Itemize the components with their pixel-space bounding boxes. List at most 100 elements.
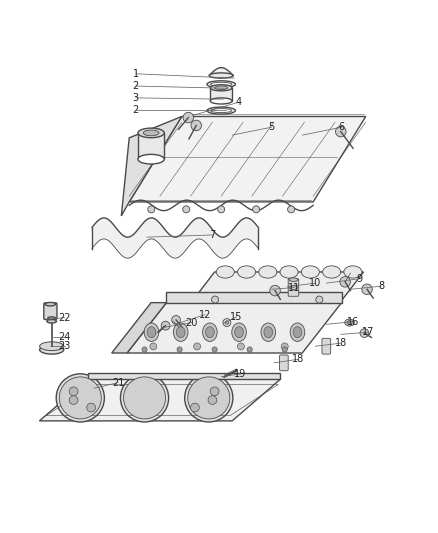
Circle shape <box>194 343 201 350</box>
Polygon shape <box>138 133 164 159</box>
Ellipse shape <box>280 266 298 278</box>
Circle shape <box>247 347 252 352</box>
Circle shape <box>253 206 260 213</box>
Text: 20: 20 <box>186 318 198 328</box>
Circle shape <box>282 347 287 352</box>
Text: 23: 23 <box>59 341 71 351</box>
Ellipse shape <box>289 278 298 281</box>
Ellipse shape <box>176 327 185 338</box>
Text: 18: 18 <box>292 354 304 365</box>
Ellipse shape <box>232 323 246 342</box>
Text: 3: 3 <box>133 93 139 103</box>
Circle shape <box>56 374 104 422</box>
Ellipse shape <box>261 323 276 342</box>
Polygon shape <box>209 68 233 76</box>
Ellipse shape <box>289 286 298 289</box>
Ellipse shape <box>290 323 305 342</box>
Ellipse shape <box>39 342 64 351</box>
Circle shape <box>212 296 219 303</box>
Ellipse shape <box>215 86 228 90</box>
Circle shape <box>148 206 155 213</box>
Text: 9: 9 <box>356 274 362 284</box>
Circle shape <box>225 321 229 324</box>
Circle shape <box>212 347 217 352</box>
Ellipse shape <box>344 266 362 278</box>
Ellipse shape <box>347 320 352 325</box>
Circle shape <box>120 374 169 422</box>
Ellipse shape <box>210 98 232 104</box>
Circle shape <box>336 126 346 137</box>
Text: 10: 10 <box>309 278 321 288</box>
Circle shape <box>185 374 233 422</box>
Ellipse shape <box>322 266 341 278</box>
Ellipse shape <box>202 323 217 342</box>
Ellipse shape <box>138 155 164 164</box>
Circle shape <box>237 343 244 350</box>
Circle shape <box>281 343 288 350</box>
Ellipse shape <box>210 82 232 86</box>
Circle shape <box>340 277 350 287</box>
FancyBboxPatch shape <box>279 355 288 371</box>
Ellipse shape <box>207 107 236 114</box>
Ellipse shape <box>235 327 244 338</box>
Circle shape <box>161 321 170 330</box>
Polygon shape <box>112 303 166 353</box>
Text: 6: 6 <box>339 122 345 132</box>
Text: 8: 8 <box>378 281 384 291</box>
Text: 12: 12 <box>199 310 211 320</box>
Circle shape <box>360 329 369 337</box>
Ellipse shape <box>47 319 57 323</box>
Polygon shape <box>193 272 364 301</box>
Circle shape <box>124 377 166 419</box>
Ellipse shape <box>237 266 255 278</box>
Circle shape <box>69 395 78 405</box>
Polygon shape <box>129 117 366 202</box>
Text: 16: 16 <box>347 317 359 327</box>
FancyBboxPatch shape <box>288 279 299 296</box>
Ellipse shape <box>209 73 233 78</box>
FancyBboxPatch shape <box>44 303 57 319</box>
Circle shape <box>362 284 372 295</box>
Circle shape <box>188 377 230 419</box>
Ellipse shape <box>293 327 302 338</box>
Circle shape <box>208 395 217 405</box>
Text: 2: 2 <box>133 81 139 91</box>
Text: 7: 7 <box>209 230 215 240</box>
Text: 21: 21 <box>112 377 124 387</box>
Text: 2: 2 <box>133 104 139 115</box>
Polygon shape <box>121 117 182 216</box>
Text: 19: 19 <box>234 369 246 379</box>
Circle shape <box>177 347 182 352</box>
Circle shape <box>59 377 101 419</box>
Text: 5: 5 <box>268 122 275 132</box>
Ellipse shape <box>210 85 232 91</box>
Circle shape <box>87 403 95 412</box>
Ellipse shape <box>144 323 159 342</box>
Ellipse shape <box>39 345 64 354</box>
Circle shape <box>183 112 194 123</box>
Ellipse shape <box>216 266 234 278</box>
Ellipse shape <box>147 327 156 338</box>
Ellipse shape <box>210 109 232 112</box>
Text: 15: 15 <box>230 312 243 322</box>
Text: 22: 22 <box>59 313 71 323</box>
Ellipse shape <box>143 130 159 136</box>
Circle shape <box>69 387 78 395</box>
Ellipse shape <box>207 81 236 88</box>
Polygon shape <box>39 379 280 421</box>
Circle shape <box>172 316 180 324</box>
Polygon shape <box>88 373 280 379</box>
Ellipse shape <box>345 319 354 326</box>
Ellipse shape <box>138 128 164 138</box>
Circle shape <box>270 285 280 296</box>
Text: 4: 4 <box>236 97 242 107</box>
Text: 18: 18 <box>335 338 347 348</box>
Polygon shape <box>127 303 342 353</box>
Ellipse shape <box>259 266 277 278</box>
Ellipse shape <box>173 323 188 342</box>
Ellipse shape <box>48 317 56 319</box>
Text: 24: 24 <box>59 333 71 343</box>
Ellipse shape <box>264 327 272 338</box>
Circle shape <box>210 387 219 395</box>
Circle shape <box>191 403 199 412</box>
